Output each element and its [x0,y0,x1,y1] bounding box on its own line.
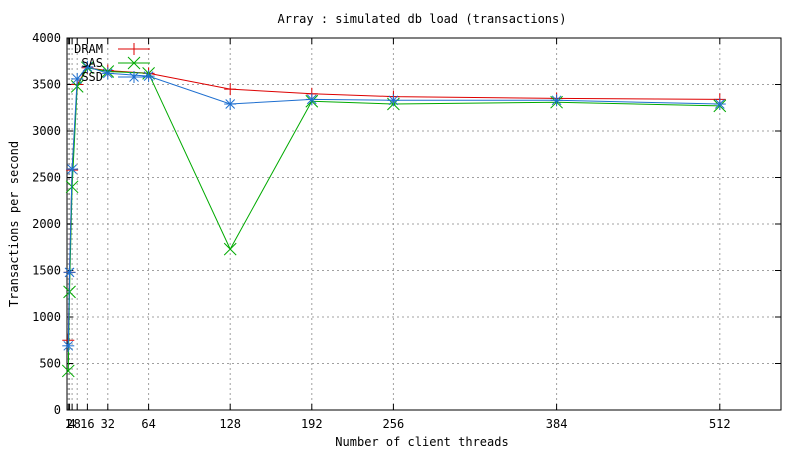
x-tick-label: 256 [383,417,405,431]
series-line-ssd [67,66,720,346]
x-tick-label: 192 [301,417,323,431]
legend-label: DRAM [74,42,103,56]
data-point-ssd [81,60,94,73]
data-point-ssd [101,67,114,80]
x-tick-label: 8 [74,417,81,431]
data-point-ssd [62,339,75,352]
y-tick-label: 1000 [32,310,61,324]
y-tick-label: 2000 [32,217,61,231]
data-point-ssd [71,72,84,85]
y-tick-label: 2500 [32,171,61,185]
x-tick-label: 64 [141,417,155,431]
y-axis-label: Transactions per second [7,141,21,307]
x-tick-label: 384 [546,417,568,431]
series-line-sas [67,67,720,371]
legend-marker [128,43,140,55]
legend-marker [128,71,140,83]
data-point-ssd [713,98,726,111]
data-point-sas [223,242,237,256]
y-tick-label: 0 [54,403,61,417]
x-tick-label: 512 [709,417,731,431]
x-tick-label: 4 [68,417,75,431]
series-ssd [62,60,726,352]
data-point-ssd [305,93,318,106]
legend-label: SAS [81,56,103,70]
x-tick-label: 1 [65,417,72,431]
data-point-ssd [224,98,237,111]
series-line-dram [67,67,720,341]
data-point-ssd [550,94,563,107]
data-point-dram [224,83,237,96]
legend-label: SSD [81,70,103,84]
y-tick-label: 3000 [32,124,61,138]
x-tick-label: 32 [101,417,115,431]
x-tick-label: 128 [219,417,241,431]
series-sas [61,61,727,378]
data-point-ssd [387,94,400,107]
y-tick-label: 500 [39,357,61,371]
data-point-sas [61,364,75,378]
x-tick-label: 2 [66,417,73,431]
x-axis-label: Number of client threads [335,435,508,449]
y-tick-label: 3500 [32,78,61,92]
chart-title: Array : simulated db load (transactions) [278,12,567,26]
legend-marker [127,56,141,70]
data-point-ssd [63,266,76,279]
grid-layer [67,38,781,410]
data-point-ssd [142,70,155,83]
data-point-ssd [66,163,79,176]
x-tick-label: 16 [80,417,94,431]
y-tick-label: 1500 [32,264,61,278]
y-tick-label: 4000 [32,31,61,45]
data-series [61,60,727,378]
